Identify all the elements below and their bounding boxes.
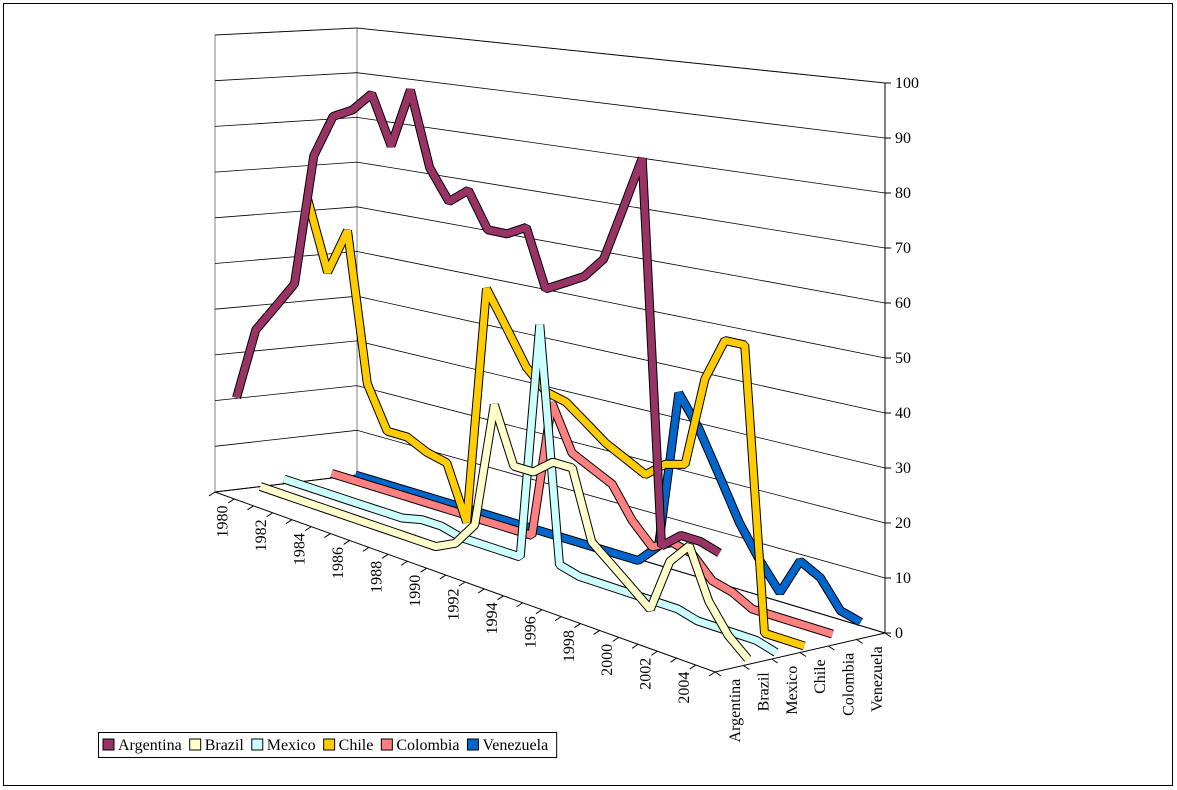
y-tick-label: 70 bbox=[895, 240, 911, 257]
depth-label: Brazil bbox=[756, 672, 773, 712]
legend-swatch bbox=[251, 738, 264, 751]
line bbox=[330, 401, 834, 638]
grid-line bbox=[214, 116, 886, 194]
legend-label: Venezuela bbox=[482, 737, 548, 754]
x-tick bbox=[651, 650, 658, 656]
depth-label: Colombia bbox=[841, 653, 858, 716]
depth-label: Chile bbox=[812, 659, 829, 694]
line bbox=[304, 198, 806, 650]
y-tick-label: 40 bbox=[895, 405, 911, 422]
depth-label: Mexico bbox=[784, 666, 801, 715]
grid-line bbox=[214, 206, 886, 304]
x-tick-label: 2002 bbox=[638, 658, 655, 690]
legend-label: Colombia bbox=[396, 737, 459, 754]
x-tick-label: 1982 bbox=[253, 519, 270, 551]
x-tick bbox=[708, 671, 716, 677]
x-tick bbox=[516, 602, 523, 608]
y-tick-label: 60 bbox=[895, 295, 911, 312]
x-tick bbox=[631, 643, 639, 649]
x-tick bbox=[439, 574, 447, 580]
depth-label: Argentina bbox=[727, 679, 744, 743]
x-tick bbox=[304, 526, 312, 532]
x-tick bbox=[285, 519, 293, 525]
x-tick bbox=[535, 609, 543, 615]
x-tick bbox=[247, 505, 254, 511]
y-tick-label: 90 bbox=[895, 130, 911, 147]
x-tick bbox=[458, 581, 466, 587]
x-tick bbox=[554, 616, 562, 622]
grid-line bbox=[214, 72, 886, 139]
grid-line bbox=[214, 251, 886, 359]
legend-label: Mexico bbox=[267, 737, 316, 754]
y-tick-label: 100 bbox=[895, 75, 919, 92]
grid-line bbox=[214, 27, 886, 84]
legend-label: Chile bbox=[339, 737, 374, 754]
legend-swatch bbox=[189, 738, 202, 751]
depth-tick bbox=[828, 645, 835, 651]
x-tick bbox=[689, 664, 697, 670]
x-tick bbox=[612, 636, 620, 642]
x-tick bbox=[420, 567, 427, 573]
x-tick bbox=[381, 553, 389, 559]
line bbox=[233, 88, 722, 556]
x-tick bbox=[574, 623, 581, 628]
depth-tick bbox=[799, 652, 807, 657]
x-tick-label: 2000 bbox=[599, 644, 616, 676]
x-tick-label: 2004 bbox=[676, 672, 693, 704]
y-tick-label: 30 bbox=[895, 460, 911, 477]
depth-tick bbox=[771, 658, 778, 664]
x-tick bbox=[477, 588, 485, 594]
legend: Argentina Brazil Mexico Chile Colombia Venezu… bbox=[98, 732, 558, 758]
legend-label: Argentina bbox=[118, 737, 182, 754]
x-tick bbox=[343, 540, 350, 545]
line bbox=[259, 403, 751, 662]
depth-tick bbox=[714, 671, 722, 677]
x-tick-label: 1994 bbox=[484, 602, 501, 634]
x-tick bbox=[401, 560, 408, 566]
line bbox=[282, 324, 778, 656]
x-tick bbox=[593, 630, 600, 635]
grid-line bbox=[214, 385, 886, 524]
x-tick-label: 1984 bbox=[292, 533, 309, 565]
depth-label: Venezuela bbox=[869, 646, 886, 712]
y-tick-label: 20 bbox=[895, 515, 911, 532]
x-tick-label: 1992 bbox=[445, 589, 462, 621]
x-tick-label: 1990 bbox=[407, 575, 424, 607]
y-tick-label: 50 bbox=[895, 350, 911, 367]
depth-tick bbox=[884, 632, 892, 638]
grid-line bbox=[214, 429, 886, 579]
grid-line bbox=[214, 161, 886, 249]
x-tick-label: 1986 bbox=[330, 547, 347, 579]
grid-line bbox=[214, 340, 886, 469]
x-tick bbox=[324, 533, 331, 538]
x-tick bbox=[497, 595, 504, 601]
y-tick-label: 0 bbox=[895, 625, 903, 642]
x-tick-label: 1980 bbox=[215, 505, 232, 537]
line bbox=[354, 391, 863, 626]
x-tick bbox=[266, 512, 273, 518]
x-tick-label: 1988 bbox=[368, 561, 385, 593]
y-tick-label: 80 bbox=[895, 185, 911, 202]
legend-swatch bbox=[380, 738, 393, 751]
legend-label: Brazil bbox=[205, 737, 245, 754]
legend-swatch bbox=[323, 738, 336, 751]
x-tick bbox=[670, 657, 677, 663]
x-tick bbox=[362, 546, 370, 552]
legend-swatch bbox=[102, 738, 115, 751]
depth-tick bbox=[856, 639, 863, 644]
x-tick-label: 1998 bbox=[561, 630, 578, 662]
depth-tick bbox=[743, 665, 750, 670]
x-tick bbox=[208, 491, 216, 497]
y-tick-label: 10 bbox=[895, 570, 911, 587]
x-tick-label: 1996 bbox=[522, 616, 539, 648]
legend-swatch bbox=[466, 738, 479, 751]
x-tick bbox=[227, 498, 235, 504]
